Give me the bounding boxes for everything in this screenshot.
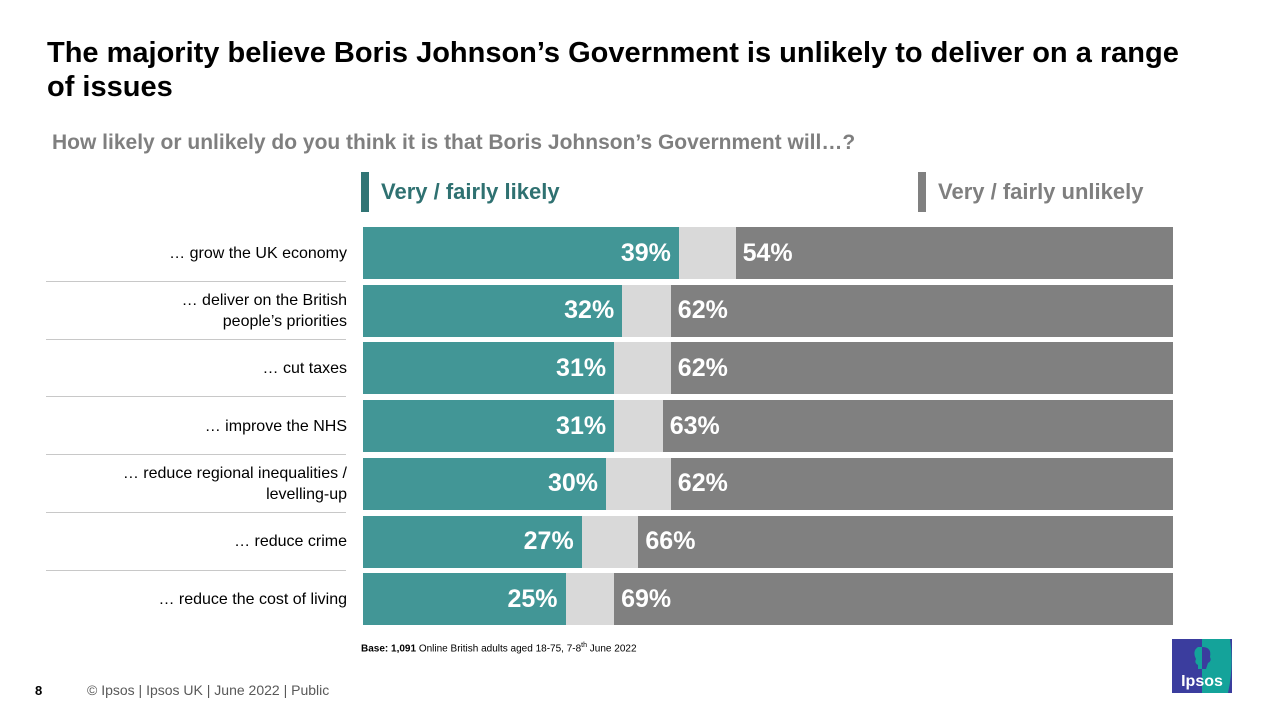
data-label-likely: 31% xyxy=(556,411,607,440)
data-label-likely: 39% xyxy=(620,238,671,267)
logo-profile-right xyxy=(1202,647,1211,669)
row-divider xyxy=(46,454,346,456)
bar-likely xyxy=(363,227,679,279)
row-divider xyxy=(46,569,346,571)
category-label-text: … grow the UK economy xyxy=(169,243,347,264)
row-divider xyxy=(46,338,346,340)
data-label-likely: 30% xyxy=(547,469,598,498)
bar-neutral xyxy=(606,457,671,510)
category-label-line: … grow the UK economy xyxy=(169,244,347,262)
row-divider xyxy=(46,396,346,398)
footer-text: © Ipsos | Ipsos UK | June 2022 | Public xyxy=(87,682,330,698)
bar-unlikely xyxy=(670,284,1173,337)
category-label-text: … improve the NHS xyxy=(205,416,347,437)
base-text-date: June 2022 xyxy=(587,643,637,655)
category-label: … reduce crime xyxy=(40,516,347,568)
data-label-likely: 31% xyxy=(556,353,607,382)
data-label-likely: 27% xyxy=(523,527,574,555)
data-label-unlikely: 62% xyxy=(677,296,728,325)
category-label: … reduce the cost of living xyxy=(40,573,347,625)
category-label-text: … reduce the cost of living xyxy=(158,589,347,610)
legend-likely: Very / fairly likely xyxy=(361,172,560,212)
data-label-unlikely: 66% xyxy=(645,527,696,555)
category-label-text: … cut taxes xyxy=(263,358,347,379)
category-label-line: people’s priorities xyxy=(222,312,347,330)
bar-unlikely xyxy=(735,227,1173,279)
bar-neutral xyxy=(581,515,639,568)
category-label: … deliver on the British people’s priorit… xyxy=(40,285,347,337)
bar-unlikely xyxy=(614,573,1173,626)
data-label-unlikely: 54% xyxy=(742,238,793,267)
data-label-unlikely: 62% xyxy=(677,353,728,382)
base-note: Base: 1,091 Online British adults aged 1… xyxy=(361,642,637,654)
bar-likely xyxy=(363,284,623,337)
bar-likely xyxy=(363,400,615,453)
ipsos-logo-icon: Ipsos xyxy=(1172,639,1232,693)
row-divider xyxy=(46,511,346,513)
category-label-line: … reduce the cost of living xyxy=(158,590,347,608)
category-label-line: … improve the NHS xyxy=(204,417,347,435)
base-text: Online British adults aged 18-75, 7-8 xyxy=(416,643,582,655)
bar-unlikely xyxy=(670,457,1173,510)
category-label: … reduce regional inequalities / levellin… xyxy=(40,458,347,510)
data-label-likely: 25% xyxy=(507,584,558,613)
base-value: 1,091 xyxy=(391,643,417,655)
bar-neutral xyxy=(565,573,615,626)
bar-unlikely xyxy=(638,515,1173,568)
category-label: … grow the UK economy xyxy=(40,227,347,279)
bar-neutral xyxy=(614,400,663,453)
category-label-line: … deliver on the British xyxy=(181,291,347,309)
data-label-unlikely: 63% xyxy=(669,411,720,440)
bar-likely xyxy=(363,515,582,568)
bar-neutral xyxy=(614,342,671,395)
survey-question: How likely or unlikely do you think it i… xyxy=(52,131,856,154)
category-label: … improve the NHS xyxy=(40,400,347,452)
legend-unlikely-swatch xyxy=(918,172,926,212)
bar-likely xyxy=(363,457,606,510)
bar-neutral xyxy=(622,284,671,337)
data-label-unlikely: 69% xyxy=(621,584,672,613)
bar-likely xyxy=(363,342,615,395)
slide-title: The majority believe Boris Johnson’s Gov… xyxy=(47,37,1179,103)
row-divider xyxy=(46,281,346,282)
legend-unlikely: Very / fairly unlikely xyxy=(918,172,1143,212)
category-label-line: levelling-up xyxy=(266,485,347,503)
category-label-text: … deliver on the British people’s priorit… xyxy=(182,290,347,332)
base-label: Base: xyxy=(361,643,389,655)
bar-likely xyxy=(363,573,566,626)
category-label-line: … reduce crime xyxy=(234,533,347,550)
bar-unlikely xyxy=(670,342,1173,395)
category-label-text: … reduce crime xyxy=(234,531,347,552)
category-label: … cut taxes xyxy=(40,342,347,394)
bar-neutral xyxy=(678,227,736,279)
category-label-text: … reduce regional inequalities / levellin… xyxy=(123,463,347,505)
logo-profile-left xyxy=(1194,647,1202,669)
base-sup: th xyxy=(581,642,588,649)
data-label-unlikely: 62% xyxy=(677,469,728,498)
category-label-line: … reduce regional inequalities / xyxy=(122,464,347,482)
category-label-line: … cut taxes xyxy=(262,359,347,377)
bar-unlikely xyxy=(662,400,1173,453)
page-number: 8 xyxy=(35,683,43,698)
legend-likely-swatch xyxy=(361,172,369,212)
legend-unlikely-label: Very / fairly unlikely xyxy=(938,179,1144,204)
legend-likely-label: Very / fairly likely xyxy=(381,179,560,204)
logo-text: Ipsos xyxy=(1181,673,1223,690)
data-label-likely: 32% xyxy=(564,296,615,325)
